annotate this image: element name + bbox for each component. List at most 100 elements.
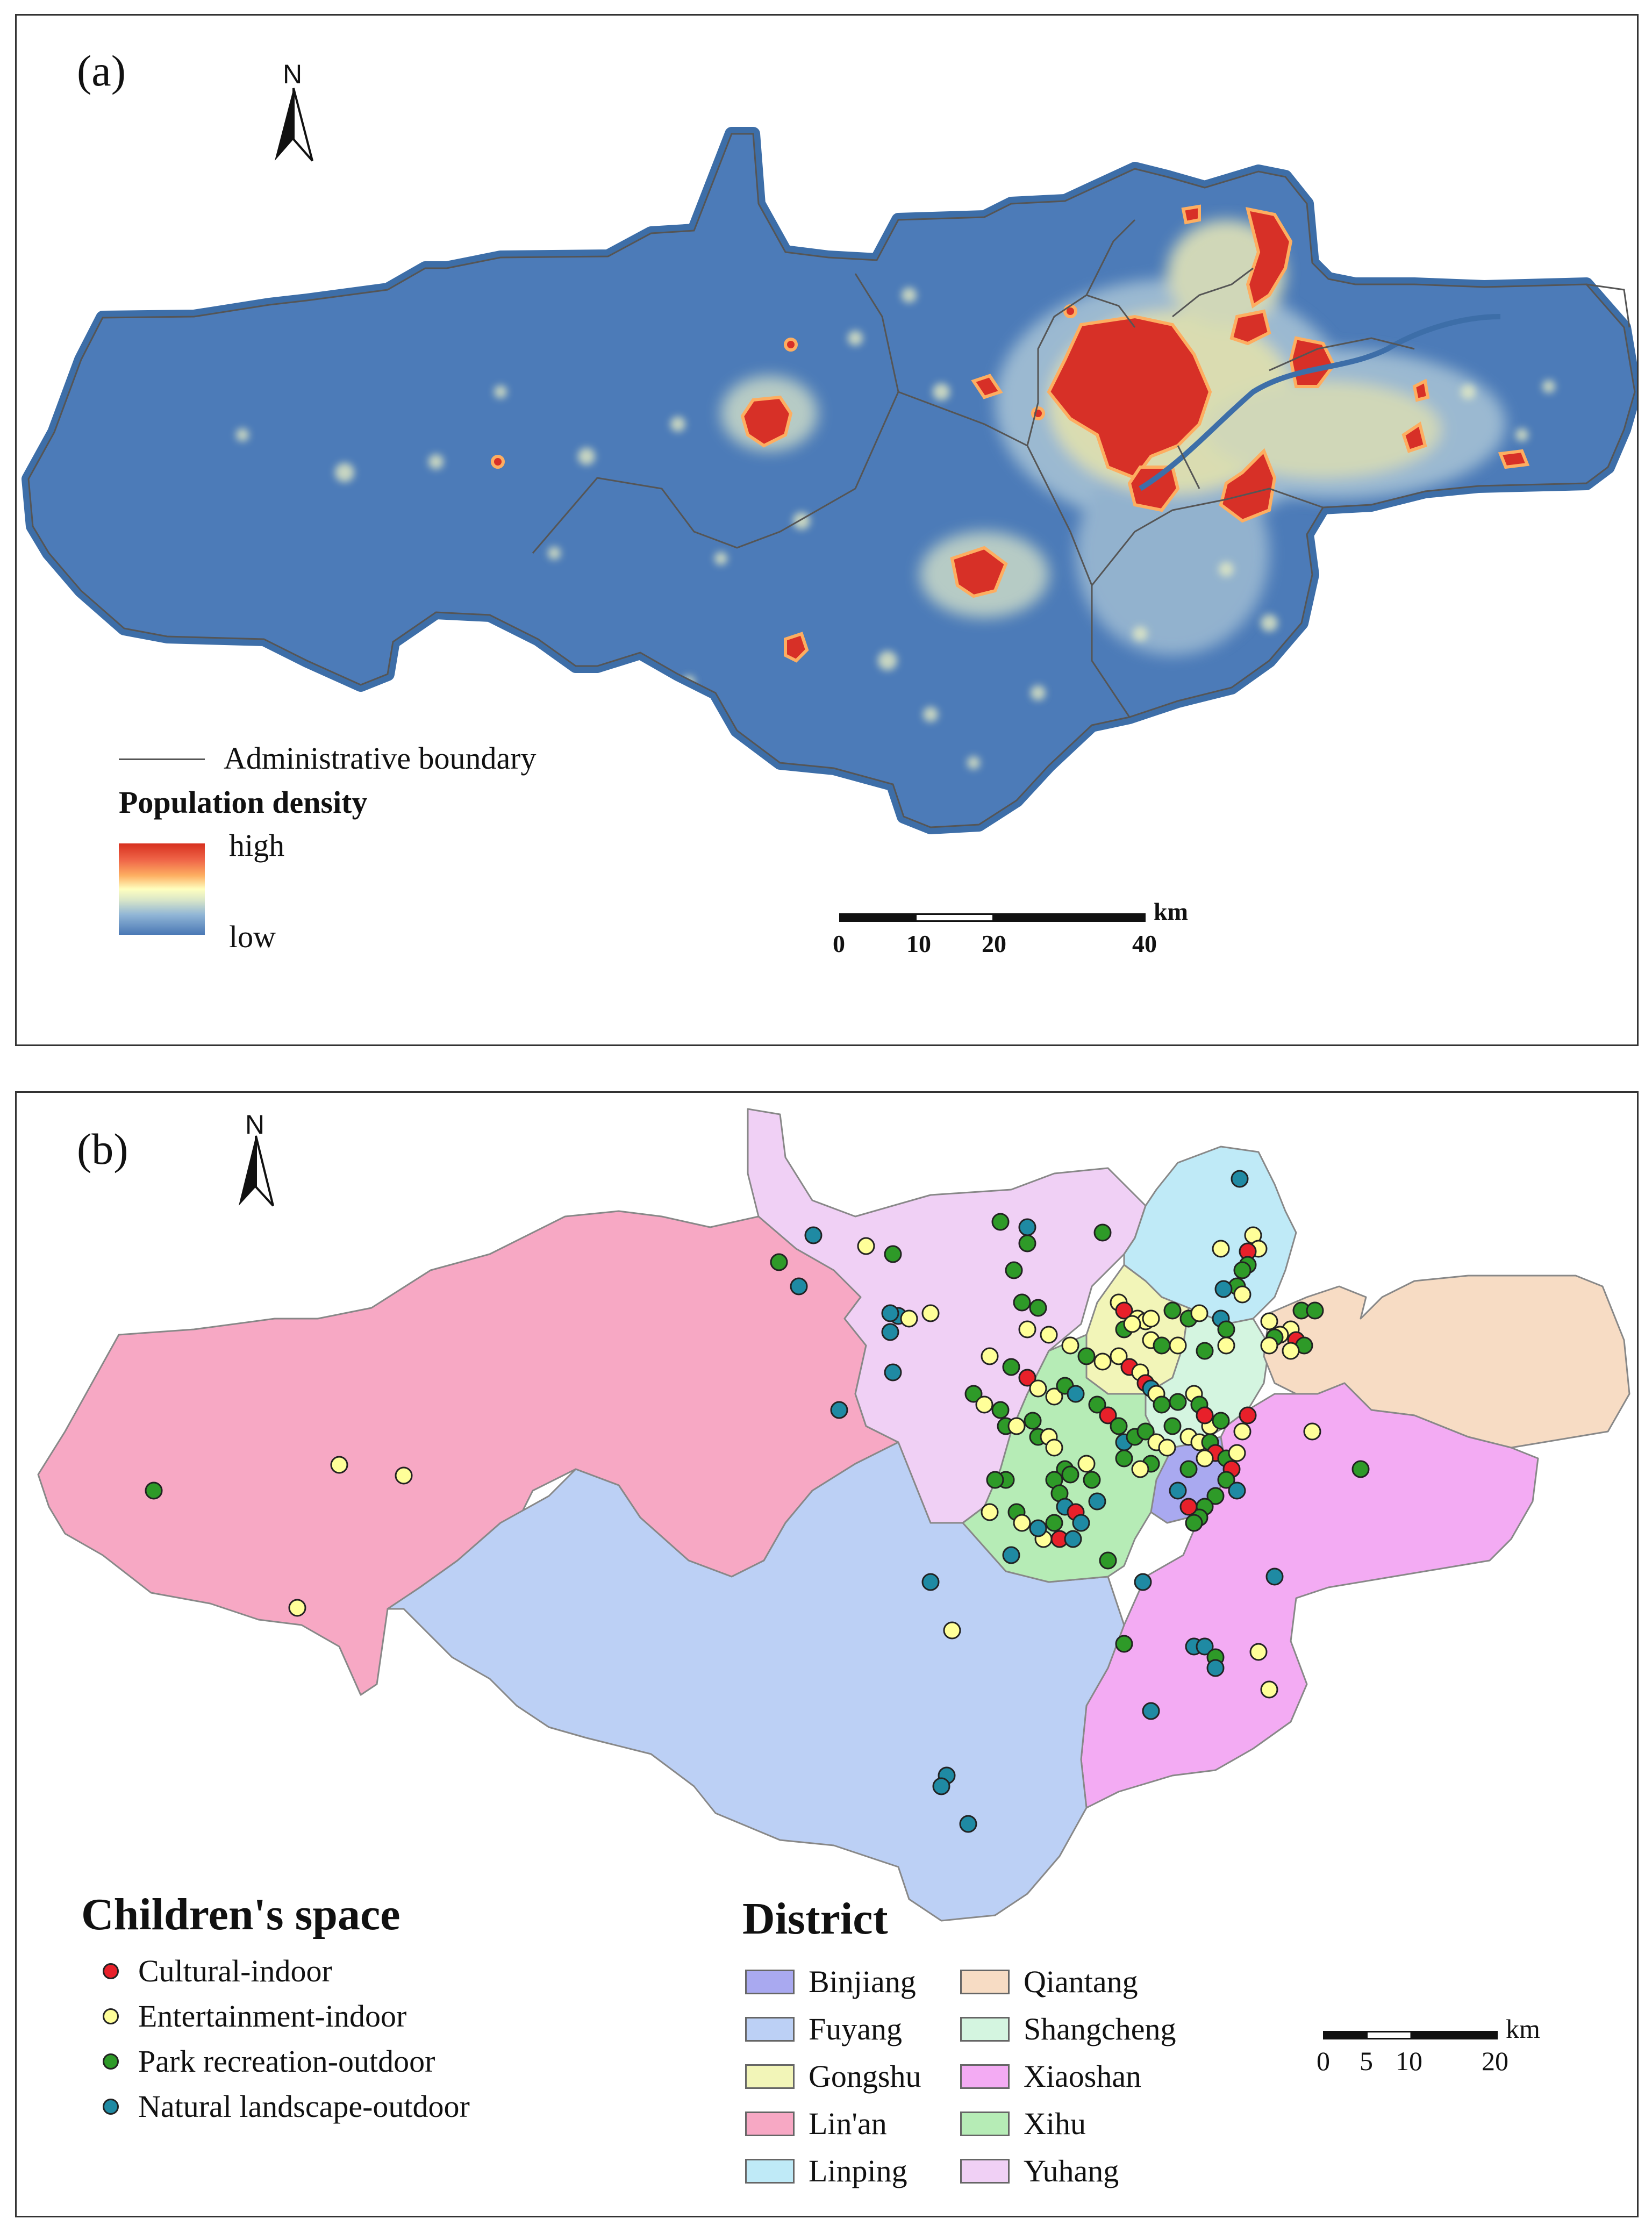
entertainment-point [1007, 1417, 1026, 1435]
cultural-dot-icon [103, 1963, 119, 1979]
park-point [1217, 1320, 1235, 1339]
park-point [991, 1401, 1010, 1419]
entertainment-dot-icon [103, 2008, 119, 2024]
district-legend-item: Binjiang [745, 1964, 916, 2000]
park-point [1005, 1261, 1023, 1279]
cultural-point [1196, 1406, 1214, 1425]
legend-label: Park recreation-outdoor [138, 2044, 435, 2079]
scale-tick-b-2: 10 [1396, 2046, 1422, 2076]
park-point [884, 1245, 902, 1263]
park-point [1153, 1336, 1171, 1355]
district-legend-label: Fuyang [809, 2012, 902, 2046]
natural-point [1072, 1514, 1090, 1532]
boundary-line-swatch [119, 758, 205, 760]
legend-label: Cultural-indoor [138, 1953, 332, 1988]
entertainment-point [1123, 1315, 1141, 1333]
park-point [1099, 1551, 1117, 1570]
district-swatch [960, 2111, 1010, 2136]
park-point [1351, 1460, 1370, 1478]
district-legend-item: Linping [745, 2153, 907, 2189]
panel-a-label: (a) [77, 46, 126, 95]
scale-tick-b-1: 5 [1360, 2046, 1373, 2076]
density-surface [28, 134, 1635, 827]
natural-point [1088, 1492, 1106, 1511]
park-point [1093, 1223, 1112, 1242]
entertainment-point [981, 1503, 999, 1521]
natural-point [804, 1226, 823, 1244]
density-low-label: low [229, 919, 276, 954]
natural-point [1169, 1481, 1187, 1500]
north-arrow-icon [275, 88, 313, 162]
entertainment-point [1131, 1460, 1149, 1478]
natural-point [884, 1363, 902, 1382]
district-legend-label: Shangcheng [1024, 2012, 1176, 2046]
panel-b-label: (b) [77, 1125, 128, 1173]
density-legend-title: Population density [119, 785, 368, 820]
park-point [1013, 1293, 1031, 1312]
park-point [964, 1385, 983, 1403]
legend-label: Natural landscape-outdoor [138, 2089, 470, 2124]
park-point [1212, 1412, 1230, 1430]
park-point [145, 1481, 163, 1500]
entertainment-point [1212, 1240, 1230, 1258]
district-legend-item: Yuhang [960, 2153, 1119, 2189]
scale-tick-a-3: 40 [1132, 930, 1157, 957]
entertainment-point [1013, 1514, 1031, 1532]
entertainment-point [1233, 1285, 1251, 1304]
natural-point [921, 1573, 940, 1591]
panel-b-children-space: (b) N Children's space Cultural-indoor E… [15, 1091, 1639, 2217]
entertainment-point [1249, 1643, 1268, 1661]
district-legend-label: Xiaoshan [1024, 2059, 1142, 2094]
north-arrow-b: N [229, 1109, 283, 1216]
entertainment-point [1029, 1379, 1047, 1398]
park-point [1115, 1449, 1133, 1468]
park-point [1217, 1471, 1235, 1489]
park-point [1206, 1487, 1225, 1505]
natural-point [1265, 1567, 1284, 1586]
entertainment-point [921, 1304, 940, 1322]
park-point [1115, 1635, 1133, 1653]
cultural-point [1099, 1406, 1117, 1425]
natural-point [881, 1323, 899, 1341]
park-point [1061, 1465, 1079, 1484]
entertainment-point [1018, 1320, 1036, 1339]
population-density-map [22, 127, 1637, 834]
entertainment-point [1061, 1336, 1079, 1355]
district-legend-label: Yuhang [1024, 2153, 1119, 2188]
entertainment-point [900, 1309, 918, 1328]
district-legend-label: Binjiang [809, 1964, 916, 1999]
scale-tick-b-3: 20 [1482, 2046, 1508, 2076]
district-swatch [960, 2158, 1010, 2184]
natural-point [1002, 1546, 1020, 1564]
district-legend-item: Fuyang [745, 2011, 902, 2047]
cultural-point [1179, 1498, 1198, 1516]
park-dot-icon [103, 2053, 119, 2070]
natural-point [790, 1277, 808, 1295]
scale-tick-a-0: 0 [833, 930, 845, 957]
park-point [1233, 1261, 1251, 1279]
north-label-a: N [283, 59, 303, 89]
park-point [1306, 1301, 1324, 1320]
density-color-ramp [119, 843, 205, 935]
river [1139, 314, 1501, 491]
natural-point [1228, 1481, 1246, 1500]
district-legend-label: Linping [809, 2153, 907, 2188]
park-point [1018, 1234, 1036, 1252]
district-legend-item: Gongshu [745, 2058, 921, 2094]
entertainment-point [975, 1395, 993, 1414]
district-swatch [960, 2016, 1010, 2042]
park-point [1083, 1471, 1101, 1489]
entertainment-point [1040, 1326, 1058, 1344]
park-point [770, 1253, 788, 1271]
natural-point [1214, 1280, 1233, 1298]
natural-point [1196, 1637, 1214, 1656]
scale-tick-a-1: 10 [906, 930, 931, 957]
park-point [1163, 1417, 1182, 1435]
district-legend-item: Lin'an [745, 2106, 887, 2142]
natural-point [1142, 1702, 1160, 1720]
entertainment-point [1045, 1387, 1063, 1406]
entertainment-point [981, 1347, 999, 1365]
natural-point [1029, 1519, 1047, 1537]
natural-dot-icon [103, 2098, 119, 2115]
cultural-point [1239, 1406, 1257, 1425]
